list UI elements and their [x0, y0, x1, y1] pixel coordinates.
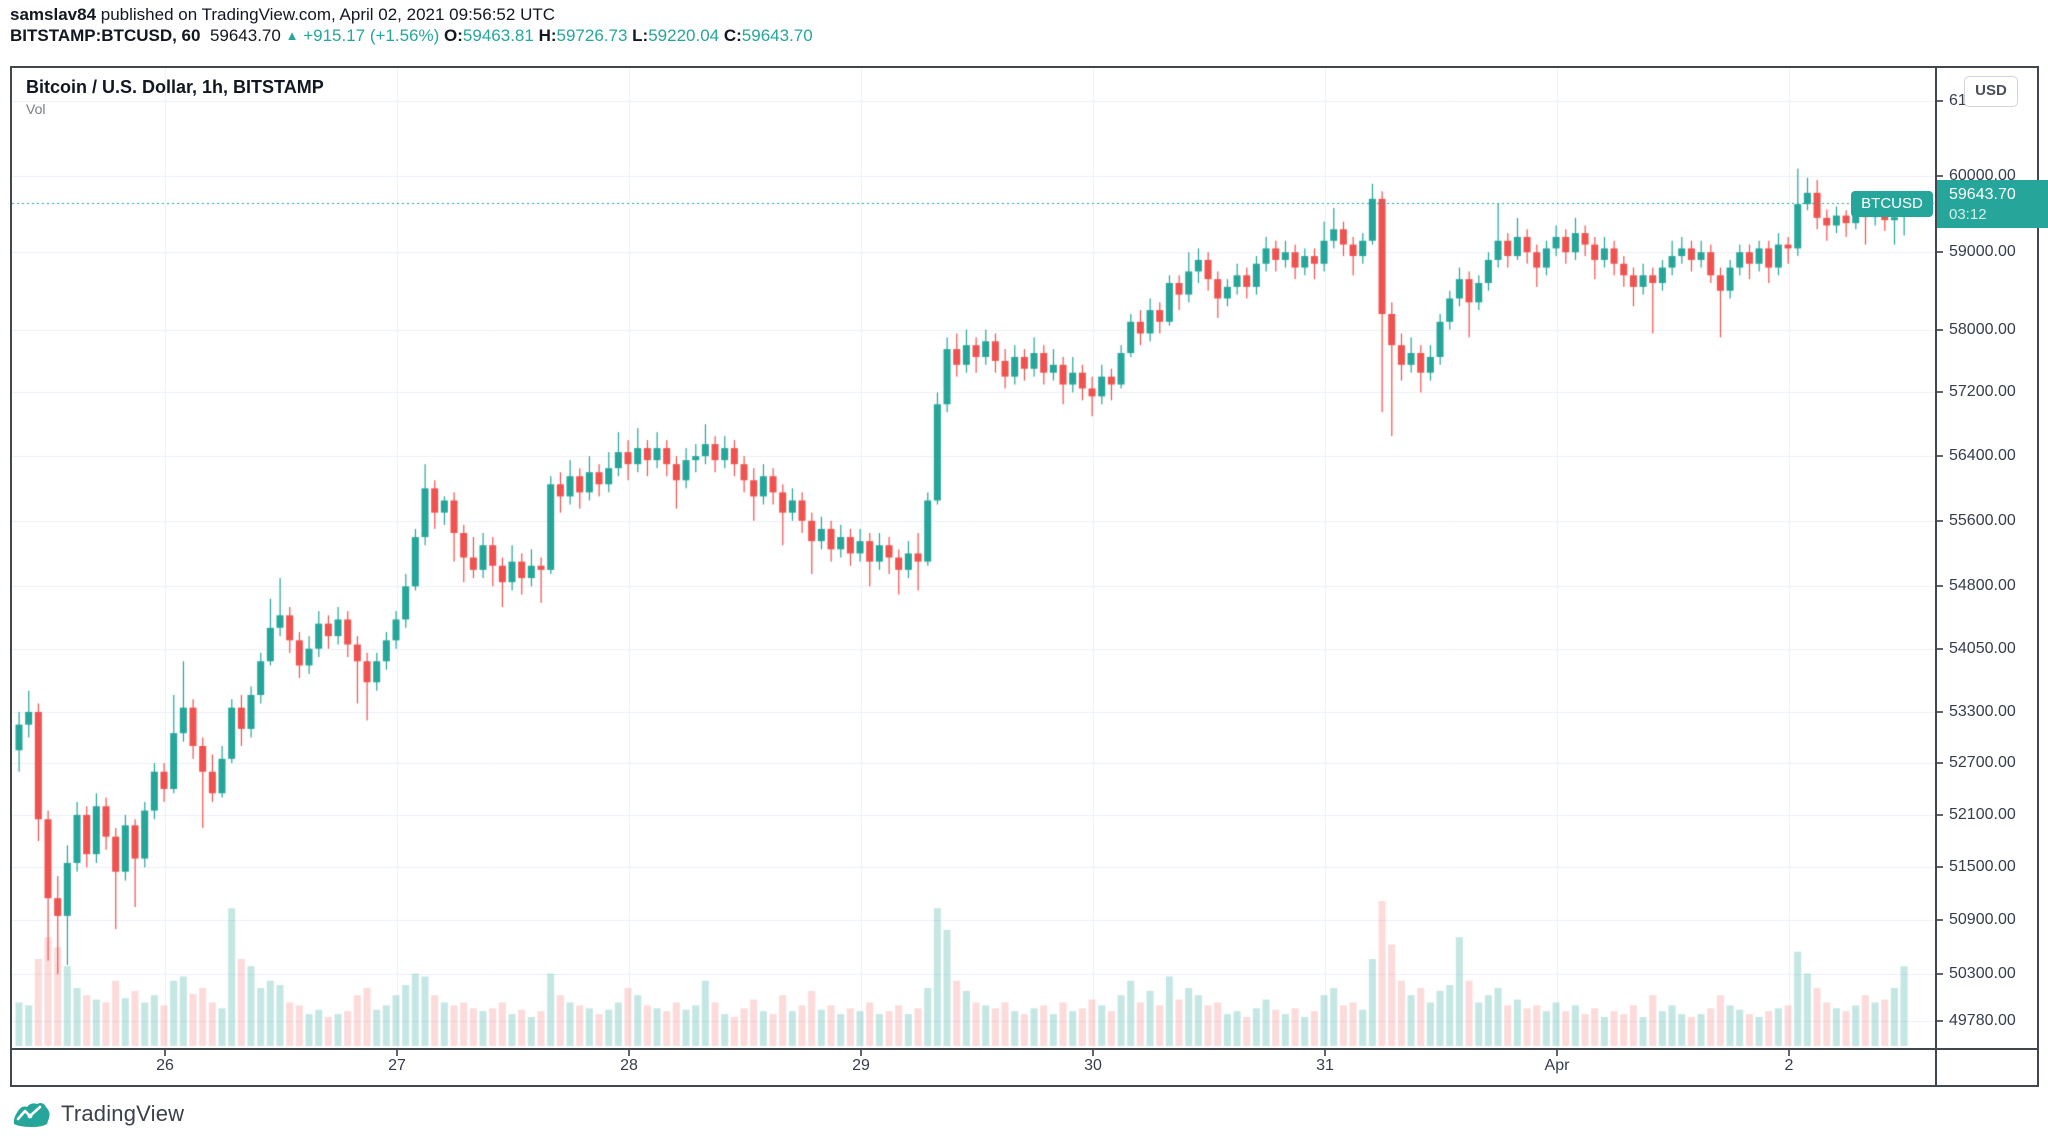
tradingview-logo[interactable]: TradingView [12, 1098, 184, 1130]
open-label: O: [444, 26, 463, 45]
close-label: C: [723, 26, 742, 45]
candle-countdown: 03:12 [1949, 205, 1987, 223]
low-label: L: [632, 26, 649, 45]
price-axis-label: 52100.00 [1949, 805, 2016, 823]
time-axis-tick [1092, 1050, 1094, 1056]
price-axis-tick [1937, 251, 1943, 254]
time-axis-label: Apr [1544, 1057, 1570, 1074]
price-axis-tick [1937, 1020, 1943, 1022]
username: samslav84 [10, 5, 97, 24]
time-axis-tick [164, 1050, 166, 1056]
price-axis-tick [1937, 972, 1943, 975]
last-price: 59643.70 [209, 26, 281, 45]
price-axis-tick [1937, 710, 1943, 713]
time-axis-tick [860, 1050, 862, 1056]
price-axis-label: 55600.00 [1949, 511, 2016, 529]
tradingview-logo-text: TradingView [61, 1101, 185, 1126]
price-axis-tick [1937, 762, 1943, 765]
price-axis-separator [1935, 68, 1937, 1085]
time-axis-label: 31 [1316, 1057, 1334, 1074]
price-axis-label: 59000.00 [1949, 243, 2016, 261]
up-triangle-icon: ▲ [285, 28, 299, 43]
time-axis-label: 27 [388, 1057, 406, 1074]
time-axis-label: 26 [156, 1057, 174, 1074]
chart-frame: Bitcoin / U.S. Dollar, 1h, BITSTAMP Vol … [10, 66, 2048, 1087]
time-axis-tick [1788, 1050, 1790, 1056]
price-axis-tick [1937, 919, 1943, 922]
time-axis-tick [1324, 1050, 1326, 1056]
price-axis-tick [1937, 455, 1943, 458]
price-axis-tick [1937, 519, 1943, 522]
time-axis-tick [628, 1050, 630, 1056]
chart-title: Bitcoin / U.S. Dollar, 1h, BITSTAMP [26, 77, 324, 97]
price-axis-tick [1937, 391, 1943, 394]
price-axis-label: 58000.00 [1949, 320, 2016, 338]
price-axis-tick [1937, 647, 1943, 650]
price-axis-label: 52700.00 [1949, 754, 2016, 772]
time-axis-tick [396, 1050, 398, 1056]
high-value: 59726.73 [556, 26, 628, 45]
price-axis-label: 54800.00 [1949, 577, 2016, 595]
price-axis-label: 56400.00 [1949, 447, 2016, 465]
time-axis-tick [1556, 1050, 1558, 1056]
price-chart-canvas[interactable] [12, 68, 1935, 1048]
price-axis-tick [1937, 585, 1943, 588]
price-axis-tick [1937, 175, 1943, 178]
price-axis-label: 51500.00 [1949, 858, 2016, 876]
price-axis-tick [1937, 813, 1943, 816]
price-axis-tick [1937, 328, 1943, 331]
price-axis-label: 49780.00 [1949, 1012, 2016, 1029]
symbol-ohlc-line: BITSTAMP:BTCUSD, 60 59643.70 ▲ +915.17 (… [10, 26, 813, 46]
low-value: 59220.04 [648, 26, 720, 45]
price-change: +915.17 (+1.56%) [303, 26, 440, 45]
price-axis-label: 50300.00 [1949, 964, 2016, 982]
symbol-interval: BITSTAMP:BTCUSD, 60 [10, 26, 201, 45]
last-price-axis-tag: 59643.70 03:12 [1935, 179, 2048, 228]
time-axis-separator [12, 1048, 2037, 1050]
price-axis-label: 57200.00 [1949, 383, 2016, 401]
tradingview-mountain-icon [13, 1103, 50, 1127]
symbol-price-line-tag: BTCUSD [1851, 190, 1933, 217]
volume-indicator-label: Vol [26, 101, 46, 117]
time-axis-label: 30 [1084, 1057, 1102, 1074]
price-axis-tick [1937, 100, 1943, 103]
publish-info-line: samslav84 published on TradingView.com, … [10, 5, 555, 25]
time-axis-label: 2 [1784, 1057, 1794, 1074]
published-text: published on TradingView.com, April 02, … [96, 5, 556, 24]
last-price-axis-value: 59643.70 [1949, 185, 2016, 203]
high-label: H: [538, 26, 557, 45]
close-value: 59643.70 [741, 26, 813, 45]
price-axis-label: 50900.00 [1949, 911, 2016, 929]
currency-toggle-button[interactable]: USD [1964, 76, 2018, 107]
price-axis-label: 54050.00 [1949, 639, 2016, 657]
time-axis-label: 28 [620, 1057, 638, 1074]
price-axis-label: 53300.00 [1949, 702, 2016, 720]
price-axis-tick [1937, 866, 1943, 869]
time-axis-label: 29 [852, 1057, 870, 1074]
open-value: 59463.81 [462, 26, 534, 45]
